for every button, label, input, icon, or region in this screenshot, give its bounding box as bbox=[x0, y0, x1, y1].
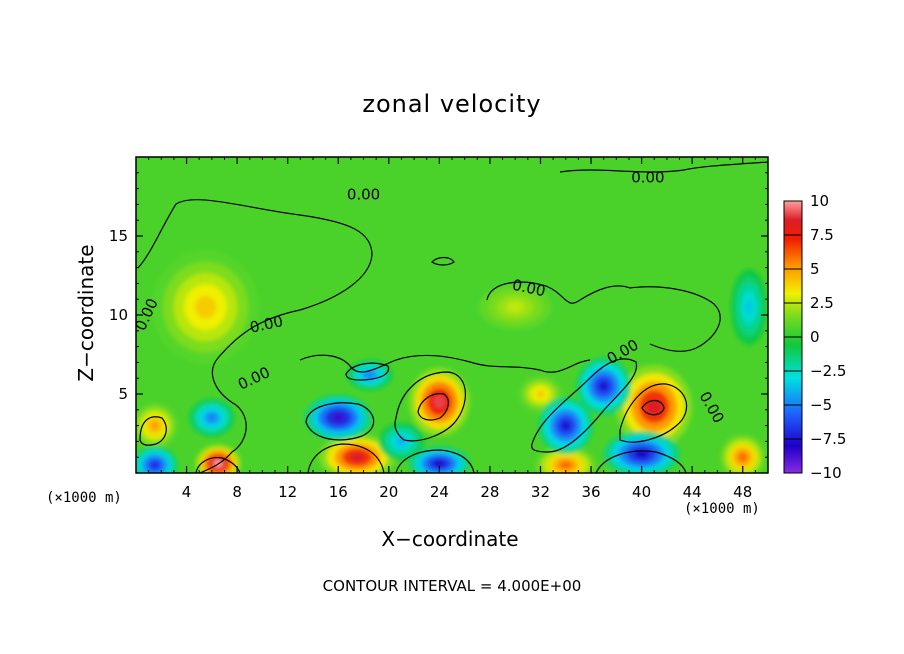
contour-label: 0.00 bbox=[347, 186, 380, 204]
neg-contour-16 bbox=[305, 402, 375, 441]
y-tick-label: 5 bbox=[118, 385, 128, 403]
field-feature-2 bbox=[195, 444, 241, 473]
colorbar-tick-label: 10 bbox=[810, 192, 829, 210]
field-feature-6 bbox=[136, 402, 178, 449]
x-tick-label: 8 bbox=[232, 483, 242, 501]
colorbar-tick-label: −5 bbox=[810, 396, 832, 414]
x-tick-label: 24 bbox=[430, 483, 449, 501]
field-feature-7 bbox=[152, 250, 259, 364]
pos-contour-24 bbox=[394, 371, 466, 442]
field-feature-13 bbox=[347, 359, 393, 391]
zero-contour-right bbox=[486, 281, 721, 352]
x-tick-label: 40 bbox=[632, 483, 651, 501]
y-tick-label: 10 bbox=[109, 306, 128, 324]
field-feature-4 bbox=[535, 446, 597, 473]
pos-contour-41-inner bbox=[641, 399, 665, 416]
neg-contour-18 bbox=[345, 362, 390, 381]
colorbar-tick-label: −2.5 bbox=[810, 362, 846, 380]
y-axis: 5 10 15 bbox=[109, 172, 768, 458]
neg-contour-bottom-40 bbox=[595, 450, 687, 473]
contour-layer bbox=[137, 161, 768, 473]
x-axis: 4 8 12 16 20 24 28 32 36 40 44 48 bbox=[148, 157, 756, 501]
field-feature-16 bbox=[189, 398, 235, 437]
pos-contour-24-inner bbox=[417, 393, 449, 421]
field-layer bbox=[136, 250, 768, 473]
x-tick-label: 20 bbox=[379, 483, 398, 501]
field-feature-10 bbox=[603, 431, 680, 473]
pos-contour-left bbox=[139, 416, 167, 446]
x-tick-label: 16 bbox=[329, 483, 348, 501]
x-unit-label: (×1000 m) bbox=[684, 501, 760, 517]
neg-contour-bottom-24 bbox=[395, 449, 475, 473]
y-axis-label: Z−coordinate bbox=[74, 244, 98, 382]
contour-interval-label: CONTOUR INTERVAL = 4.000E+00 bbox=[322, 577, 582, 595]
pos-contour-41 bbox=[619, 383, 688, 443]
x-tick-label: 28 bbox=[480, 483, 499, 501]
x-axis-label: X−coordinate bbox=[381, 527, 519, 551]
x-tick-label: 32 bbox=[531, 483, 550, 501]
zero-contour-top bbox=[559, 161, 768, 173]
x-tick-label: 48 bbox=[733, 483, 752, 501]
field-feature-9 bbox=[304, 394, 372, 441]
z-unit-label: (×1000 m) bbox=[46, 490, 122, 506]
contour-bump bbox=[431, 256, 455, 266]
colorbar: 10 7.5 5 2.5 0 −2.5 −5 −7.5 −10 bbox=[783, 192, 846, 482]
colorbar-tick-label: 0 bbox=[810, 328, 820, 346]
field-feature-17 bbox=[378, 422, 425, 461]
colorbar-tick-label: 7.5 bbox=[810, 226, 834, 244]
contour-label: 0.00 bbox=[631, 168, 664, 186]
zero-contour-mid bbox=[299, 354, 591, 373]
colorbar-tick-label: 2.5 bbox=[810, 294, 834, 312]
field-feature-14 bbox=[538, 397, 594, 455]
field-feature-1 bbox=[616, 364, 693, 449]
field-feature-8 bbox=[517, 375, 564, 413]
x-tick-label: 12 bbox=[278, 483, 297, 501]
colorbar-tick-label: −10 bbox=[810, 464, 842, 482]
zero-contour-upper bbox=[137, 199, 373, 473]
field-feature-12 bbox=[136, 446, 178, 473]
field-feature-5 bbox=[719, 434, 766, 473]
x-tick-label: 4 bbox=[182, 483, 192, 501]
field-feature-0 bbox=[409, 367, 470, 437]
x-tick-label: 36 bbox=[581, 483, 600, 501]
y-tick-label: 15 bbox=[109, 227, 128, 245]
x-tick-label: 44 bbox=[683, 483, 702, 501]
field-feature-19 bbox=[469, 278, 561, 336]
field-feature-18 bbox=[730, 269, 768, 346]
neg-contour-diagonal bbox=[531, 358, 638, 453]
colorbar-tick-label: −7.5 bbox=[810, 430, 846, 448]
chart-title: zonal velocity bbox=[362, 90, 542, 118]
pos-contour-bottom-16 bbox=[307, 443, 385, 473]
colorbar-tick-label: 5 bbox=[810, 260, 820, 278]
